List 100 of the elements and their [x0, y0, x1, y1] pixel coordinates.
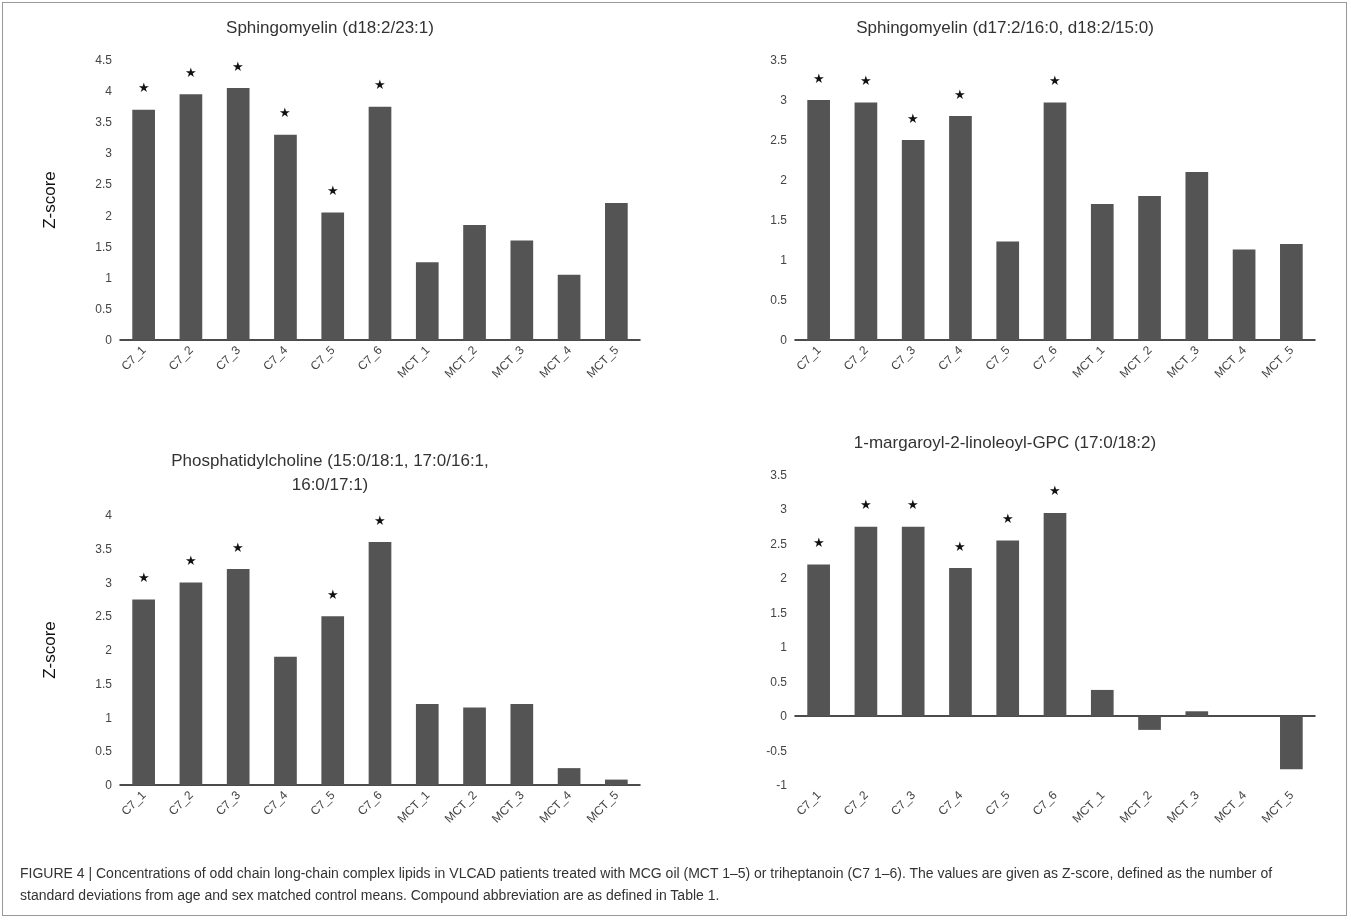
- y-tick-label: 4: [105, 508, 113, 522]
- y-tick-label: 2.5: [770, 133, 788, 147]
- y-tick-label: 2.5: [95, 609, 113, 624]
- annotation: ★: [1049, 483, 1061, 499]
- bar: [226, 569, 250, 785]
- y-tick-label: 1.5: [95, 676, 113, 691]
- annotation: ★: [954, 538, 967, 554]
- annotation: ★: [954, 86, 967, 102]
- y-tick-label: 1: [780, 253, 788, 267]
- chart-title: Sphingomyelin (d17:2/16:0, d18:2/15:0): [856, 17, 1154, 37]
- bar: [854, 102, 878, 340]
- y-tick-label: 2: [105, 208, 113, 223]
- bar: [949, 568, 972, 717]
- y-axis-title: Z-score: [40, 621, 59, 679]
- bar: [132, 599, 155, 785]
- bar: [463, 224, 486, 340]
- bar: [996, 241, 1020, 340]
- annotation: ★: [1049, 72, 1061, 88]
- y-tick-label: 3: [105, 146, 113, 161]
- bar: [1138, 716, 1161, 730]
- bar: [321, 212, 345, 340]
- y-tick-label: 2.5: [95, 177, 113, 192]
- annotation: ★: [374, 512, 386, 528]
- y-tick-label: 3: [105, 575, 113, 590]
- annotation: ★: [232, 539, 245, 555]
- caption: FIGURE 4 | Concentrations of odd chain long-chain complex lipids in VLCAD patients treated with MCG oil (MCT 1–5) or triheptanoin (C7 1–6). The values are given as Z-score, defined as the number of standard deviations from age and sex matched control means. Compound abbreviation are as defined in Table 1.: [20, 864, 1274, 905]
- y-tick-label: 0.5: [770, 674, 788, 689]
- y-tick-label: 3.5: [95, 115, 113, 130]
- bar: [605, 203, 628, 340]
- y-tick-label: 4.5: [95, 53, 113, 67]
- annotation: ★: [907, 497, 920, 513]
- y-tick-label: -0.5: [766, 743, 788, 758]
- y-tick-label: 0: [780, 709, 788, 724]
- y-tick-label: 0: [780, 333, 788, 347]
- bar: [807, 564, 830, 717]
- bar: [854, 526, 878, 717]
- bar: [226, 88, 250, 340]
- annotation: ★: [326, 586, 339, 602]
- y-tick-label: 0: [105, 333, 113, 347]
- bar: [321, 616, 345, 785]
- bar: [996, 540, 1020, 717]
- y-tick-label: 1: [780, 640, 788, 655]
- y-tick-label: 2.5: [770, 536, 788, 551]
- y-tick-label: 3.5: [770, 468, 788, 482]
- bar: [605, 779, 628, 785]
- bar: [1090, 689, 1114, 717]
- bar: [463, 707, 486, 785]
- chart-title: Sphingomyelin (d18:2/23:1): [226, 17, 434, 37]
- annotation: ★: [907, 110, 920, 126]
- y-tick-label: 3.5: [770, 53, 788, 67]
- bar: [1280, 716, 1303, 770]
- bar: [1232, 249, 1256, 340]
- bar: [901, 526, 925, 717]
- bar: [274, 656, 297, 785]
- y-tick-label: 1: [105, 710, 113, 725]
- y-tick-label: 0.5: [95, 301, 113, 316]
- bar: [949, 116, 972, 340]
- y-tick-label: 3.5: [95, 541, 113, 556]
- y-tick-label: 2: [105, 643, 113, 657]
- annotation: ★: [232, 58, 245, 74]
- y-tick-label: 0: [105, 778, 113, 792]
- y-tick-label: 3: [780, 502, 788, 517]
- bar: [1043, 512, 1067, 717]
- bar: [179, 94, 203, 340]
- bar: [368, 542, 392, 785]
- bar: [1280, 244, 1303, 340]
- bar: [901, 140, 925, 340]
- annotation: ★: [374, 77, 386, 93]
- bar: [510, 704, 534, 785]
- annotation: ★: [812, 535, 825, 551]
- bar: [415, 262, 439, 340]
- y-axis-title: Z-score: [40, 171, 59, 229]
- annotation: ★: [859, 497, 872, 513]
- y-tick-label: -1: [776, 778, 788, 792]
- y-tick-label: 1: [105, 270, 113, 285]
- chart-title: Phosphatidylcholine (15:0/18:1, 17:0/16:1, 16:0/17:1): [171, 450, 489, 494]
- bar: [557, 768, 581, 785]
- bar: [1138, 196, 1161, 340]
- chart-title: 1-margaroyl-2-linoleoyl-GPC (17:0/18:2): [853, 432, 1157, 452]
- bar: [557, 274, 581, 340]
- annotation: ★: [184, 64, 197, 80]
- annotation: ★: [1001, 510, 1014, 526]
- annotation: ★: [859, 72, 872, 88]
- y-tick-label: 1.5: [770, 213, 788, 227]
- bar: [179, 582, 203, 785]
- bar: [1185, 711, 1209, 717]
- annotation: ★: [812, 70, 825, 86]
- bar: [1043, 102, 1067, 340]
- annotation: ★: [184, 553, 197, 568]
- y-tick-label: 4: [105, 84, 113, 99]
- bar: [807, 100, 830, 340]
- annotation: ★: [137, 569, 150, 585]
- bar: [368, 106, 392, 340]
- annotation: ★: [326, 182, 339, 198]
- annotation: ★: [279, 105, 292, 121]
- bar: [1090, 204, 1114, 340]
- y-tick-label: 1.5: [95, 239, 113, 254]
- y-tick-label: 3: [780, 93, 788, 107]
- bar: [1185, 172, 1209, 340]
- bar: [510, 240, 534, 340]
